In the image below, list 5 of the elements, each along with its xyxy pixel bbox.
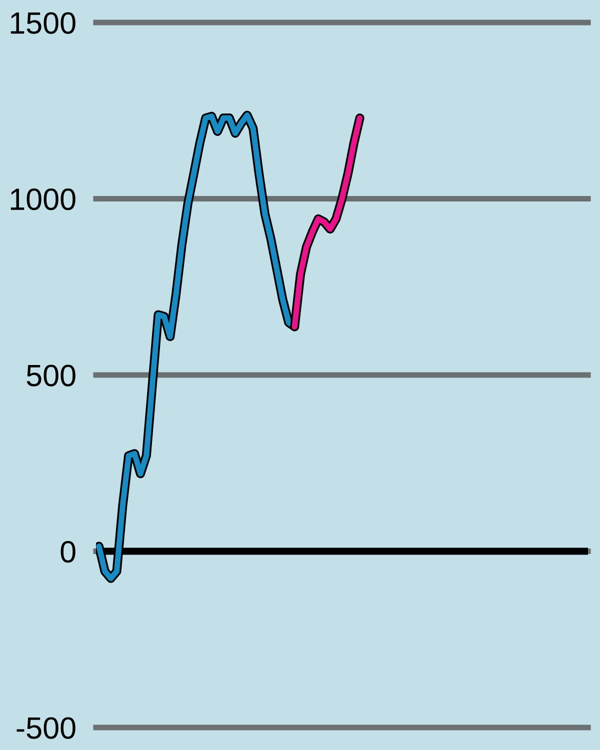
y-tick-label: 500 [26,364,76,386]
y-tick-label: 1500 [10,12,76,34]
y-tick-label: 1000 [10,188,76,210]
y-tick-label: -500 [16,717,76,739]
y-tick-label: 0 [60,540,76,563]
